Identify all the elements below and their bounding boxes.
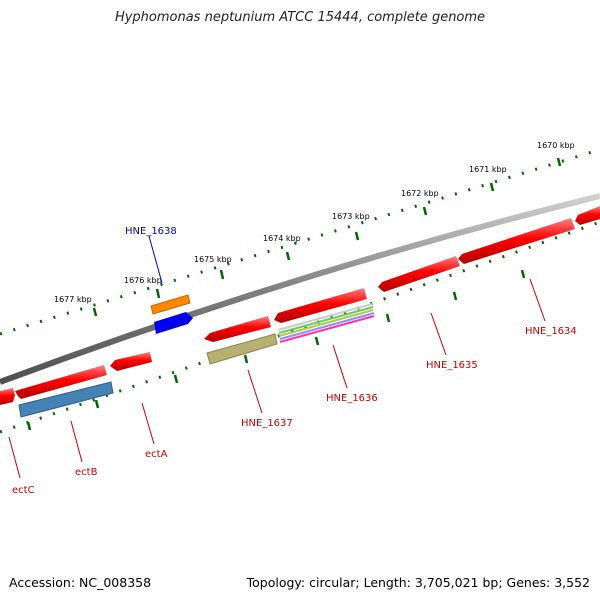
tick-label: 1670 kbp: [537, 141, 575, 150]
map-title: Hyphomonas neptunium ATCC 15444, complet…: [114, 10, 486, 25]
feature-khaki[interactable]: [206, 333, 278, 365]
major-ticks-outer: [92, 157, 562, 317]
gene-arrow-ectC[interactable]: [0, 388, 15, 405]
gene-label-hne-1637[interactable]: HNE_1637: [241, 418, 293, 429]
label-leaders: [8, 235, 546, 479]
feature-orange[interactable]: [150, 294, 191, 315]
feature-blue[interactable]: [154, 312, 193, 334]
gene-arrow-hne-1635[interactable]: [378, 256, 460, 292]
tick-label: 1676 kbp: [124, 276, 162, 285]
gene-label-hne-1635[interactable]: HNE_1635: [426, 360, 478, 371]
feature-multicolor[interactable]: [277, 303, 375, 343]
gene-arrow-hne-1636[interactable]: [274, 288, 367, 323]
tick-label: 1674 kbp: [263, 234, 301, 243]
tick-label: 1673 kbp: [332, 212, 370, 221]
gene-arrow-next[interactable]: [575, 206, 600, 225]
tick-label: 1671 kbp: [469, 165, 507, 174]
gene-label-ectC[interactable]: ectC: [12, 485, 35, 496]
gene-label-hne-1638[interactable]: HNE_1638: [125, 226, 177, 237]
gene-label-hne-1636[interactable]: HNE_1636: [326, 393, 378, 404]
gene-label-hne-1634[interactable]: HNE_1634: [525, 326, 577, 337]
tick-label: 1677 kbp: [54, 295, 92, 304]
gene-arrow-hne-1634[interactable]: [458, 218, 575, 264]
gene-arrow-ectB[interactable]: [15, 365, 107, 399]
topology-label: Topology: circular; Length: 3,705,021 bp…: [246, 575, 590, 590]
major-ticks-inner: [26, 269, 526, 431]
gene-label-ectB[interactable]: ectB: [75, 467, 98, 478]
gene-arrow-ectA[interactable]: [110, 352, 152, 371]
tick-label: 1675 kbp: [194, 255, 232, 264]
accession-label: Accession: NC_008358: [9, 575, 152, 590]
gene-arrow-hne-1637[interactable]: [204, 316, 271, 342]
feature-steel-blue[interactable]: [18, 381, 114, 418]
genome-backbone: [0, 193, 600, 385]
gene-arrows-red: [0, 206, 600, 405]
tick-label: 1672 kbp: [401, 189, 439, 198]
gene-label-ectA[interactable]: ectA: [145, 449, 168, 460]
